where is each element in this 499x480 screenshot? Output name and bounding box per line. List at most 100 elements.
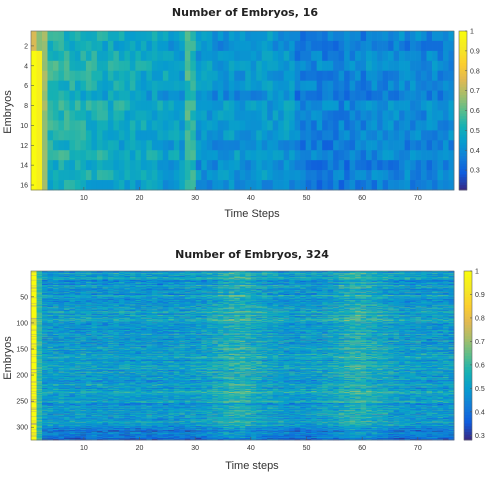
heatmap-cell xyxy=(421,160,427,171)
heatmap-cell xyxy=(448,289,455,291)
heatmap-cell xyxy=(410,277,416,279)
heatmap-cell xyxy=(74,284,81,286)
heatmap-cell xyxy=(371,50,378,62)
heatmap-cell xyxy=(377,100,383,111)
heatmap-cell xyxy=(223,50,230,62)
heatmap-cell xyxy=(399,287,405,289)
heatmap-cell xyxy=(272,180,279,191)
heatmap-cell xyxy=(58,290,65,292)
heatmap-cell xyxy=(410,286,416,288)
heatmap-cell xyxy=(201,80,208,91)
heatmap-cell xyxy=(322,278,328,280)
heatmap-cell xyxy=(58,170,65,181)
heatmap-cell xyxy=(168,279,175,281)
heatmap-cell xyxy=(168,284,175,286)
heatmap-cell xyxy=(267,274,274,276)
heatmap-cell xyxy=(91,140,98,151)
heatmap-cell xyxy=(360,282,367,284)
heatmap-cell xyxy=(393,160,400,171)
heatmap-cell xyxy=(58,80,65,91)
heatmap-cell xyxy=(234,130,241,141)
heatmap-cell xyxy=(421,287,427,289)
heatmap-cell xyxy=(410,280,416,282)
heatmap-cell xyxy=(195,272,202,273)
heatmap-cell xyxy=(184,272,191,273)
heatmap-cell xyxy=(300,285,307,286)
heatmap-cell xyxy=(184,285,191,286)
heatmap-cell xyxy=(426,180,433,191)
heatmap-cell xyxy=(432,275,438,277)
heatmap-cell xyxy=(289,286,296,288)
heatmap-cell xyxy=(388,180,394,191)
heatmap-cell xyxy=(234,271,241,272)
heatmap-cell xyxy=(190,130,197,141)
heatmap-cell xyxy=(168,287,175,289)
heatmap-cell xyxy=(140,289,147,291)
heatmap-cell xyxy=(201,31,208,42)
heatmap-cell xyxy=(162,278,169,280)
heatmap-cell xyxy=(228,284,235,286)
heatmap-cell xyxy=(327,31,334,42)
heatmap-cell xyxy=(146,282,153,284)
heatmap-cell xyxy=(217,292,224,294)
heatmap-cell xyxy=(421,279,427,281)
heatmap-cell xyxy=(157,276,164,278)
heatmap-cell xyxy=(96,286,103,288)
heatmap-cell xyxy=(234,289,241,291)
heatmap-cell xyxy=(113,283,120,284)
heatmap-cell xyxy=(382,80,389,91)
heatmap-cell xyxy=(31,280,37,282)
heatmap-cell xyxy=(250,40,257,52)
heatmap-cell xyxy=(69,280,76,282)
heatmap-cell xyxy=(162,289,169,291)
heatmap-cell xyxy=(201,285,208,287)
heatmap-cell xyxy=(47,276,54,278)
heatmap-cell xyxy=(448,288,455,290)
heatmap-cell xyxy=(399,90,405,101)
heatmap-cell xyxy=(283,283,290,285)
heatmap-cell xyxy=(107,283,114,284)
heatmap-cell xyxy=(305,170,312,181)
heatmap-cell xyxy=(118,275,125,277)
heatmap-cell xyxy=(74,130,81,141)
heatmap-cell xyxy=(349,287,356,289)
heatmap-cell xyxy=(305,278,312,280)
heatmap-cell xyxy=(371,283,378,285)
heatmap-cell xyxy=(157,271,164,272)
heatmap-cell xyxy=(366,288,372,290)
heatmap-cell xyxy=(206,80,213,91)
heatmap-cell xyxy=(256,31,263,42)
heatmap-cell xyxy=(69,276,76,278)
heatmap-cell xyxy=(371,276,378,278)
heatmap-cell xyxy=(366,283,372,285)
heatmap-cell xyxy=(377,290,383,292)
heatmap-cell xyxy=(399,288,405,290)
heatmap-cell xyxy=(349,130,356,141)
heatmap-cell xyxy=(85,160,92,171)
heatmap-cell xyxy=(404,60,411,72)
heatmap-cell xyxy=(41,281,48,283)
heatmap-cell xyxy=(360,281,367,283)
heatmap-cell xyxy=(278,284,285,285)
heatmap-cell xyxy=(404,285,411,286)
heatmap-cell xyxy=(212,285,219,287)
heatmap-cell xyxy=(382,276,389,278)
heatmap-cell xyxy=(289,110,296,121)
heatmap-cell xyxy=(80,31,87,42)
heatmap-cell xyxy=(448,70,455,82)
heatmap-cell xyxy=(311,170,318,181)
heatmap-cell xyxy=(267,286,274,288)
heatmap-cell xyxy=(58,275,65,277)
heatmap-cell xyxy=(173,285,180,286)
heatmap-cell xyxy=(349,276,356,278)
heatmap-cell xyxy=(234,285,241,287)
heatmap-cell xyxy=(300,281,307,283)
heatmap-cell xyxy=(327,281,334,283)
heatmap-cell xyxy=(443,287,449,289)
heatmap-cell xyxy=(162,276,169,278)
heatmap-cell xyxy=(360,287,367,289)
heatmap-cell xyxy=(195,288,202,290)
heatmap-cell xyxy=(206,287,213,289)
heatmap-cell xyxy=(432,277,438,279)
heatmap-cell xyxy=(58,289,65,291)
